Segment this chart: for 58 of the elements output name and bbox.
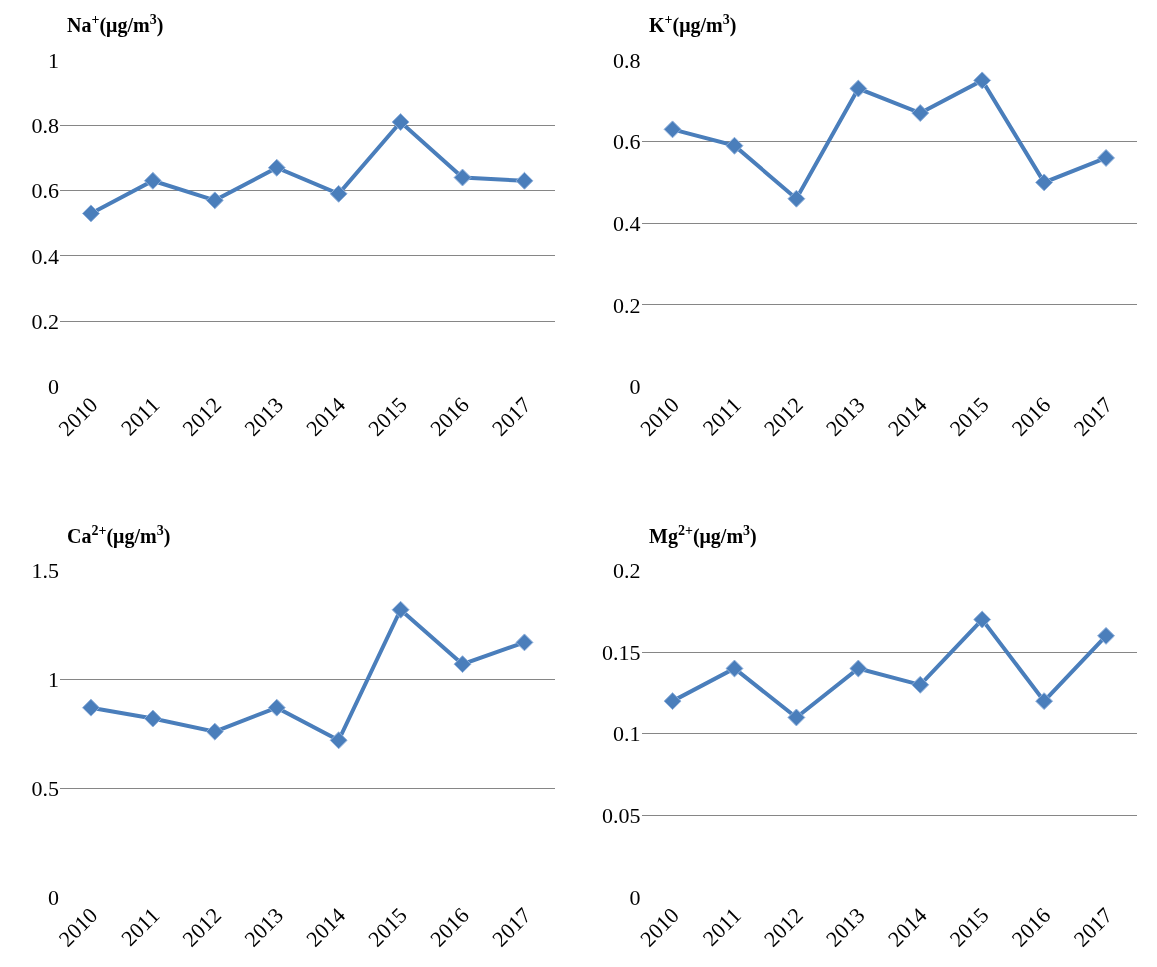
y-tick-label: 0.8 <box>613 47 641 73</box>
y-tick-label: 0.15 <box>602 639 641 665</box>
point <box>391 600 410 619</box>
point <box>205 722 224 741</box>
point <box>391 113 410 131</box>
x-tick-label: 2011 <box>115 392 165 441</box>
y-tick-label: 0 <box>629 374 641 400</box>
y-tick-label: 0.5 <box>31 775 59 801</box>
y-tick-label: 1 <box>48 667 59 693</box>
point <box>453 655 472 674</box>
point <box>205 191 224 210</box>
point <box>787 189 806 208</box>
y-tick-label: 0.4 <box>31 243 59 269</box>
point <box>663 692 682 711</box>
y-tick-label: 0.8 <box>31 112 59 138</box>
x-tick-label: 2011 <box>697 392 746 441</box>
point <box>1035 173 1054 192</box>
chart-title: Mg$^{2+}$(μg/m$^{3}$) <box>649 523 757 549</box>
y-tick-label: 0.2 <box>31 308 59 334</box>
chart-title: Na$^{+}$(μg/m$^{3}$) <box>67 12 164 38</box>
y-tick-label: 0.05 <box>602 803 641 829</box>
y-tick-label: 1.5 <box>31 558 59 584</box>
point <box>515 633 534 652</box>
point <box>82 204 100 223</box>
point <box>515 171 534 190</box>
y-tick-label: 0.6 <box>613 129 641 155</box>
point <box>329 184 348 203</box>
point <box>1097 148 1115 167</box>
point <box>787 708 806 727</box>
point <box>1035 692 1054 711</box>
point <box>82 698 100 717</box>
point <box>725 136 744 155</box>
point <box>267 158 286 177</box>
point <box>267 698 286 717</box>
y-tick-label: 0.1 <box>613 721 641 747</box>
point <box>143 171 162 190</box>
point <box>973 610 992 629</box>
point <box>329 731 348 750</box>
point <box>911 675 930 694</box>
point <box>1097 626 1115 645</box>
y-tick-label: 0 <box>48 884 59 910</box>
point <box>663 120 682 139</box>
point <box>849 79 868 98</box>
chart-title: K$^{+}$(μg/m$^{3}$) <box>649 12 737 38</box>
y-tick-label: 0.2 <box>613 292 641 318</box>
chart-title: Ca$^{2+}$(μg/m$^{3}$) <box>67 523 171 549</box>
point <box>849 659 868 678</box>
y-tick-label: 0.4 <box>613 210 641 236</box>
point <box>911 104 930 122</box>
point <box>143 709 162 728</box>
y-tick-label: 1 <box>48 47 59 73</box>
y-tick-label: 0 <box>48 374 59 400</box>
point <box>453 168 472 187</box>
point <box>725 659 744 678</box>
y-tick-label: 0.6 <box>31 178 59 204</box>
point <box>973 71 992 90</box>
y-tick-label: 0.2 <box>613 558 641 584</box>
y-tick-label: 0 <box>629 884 641 910</box>
